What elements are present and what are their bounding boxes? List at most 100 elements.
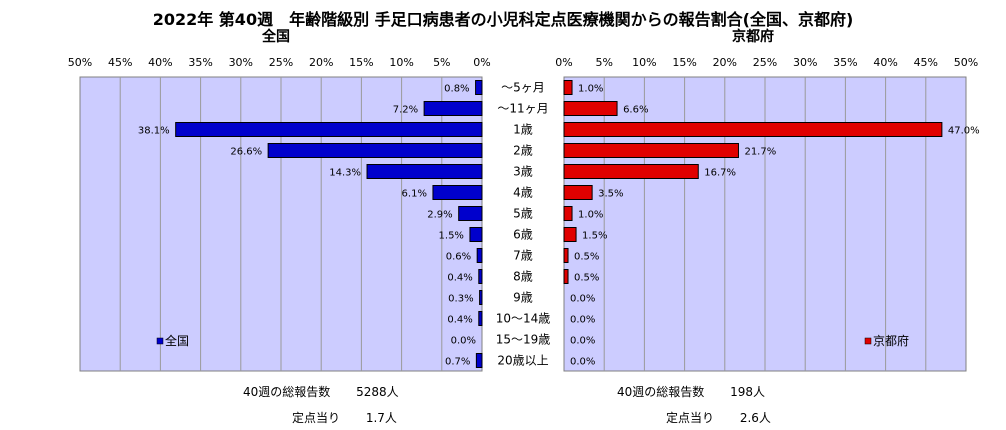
right-bar [563, 80, 573, 95]
left-data-label: 26.6% [230, 147, 262, 158]
left-data-label: 0.4% [447, 315, 472, 326]
left-bar [366, 164, 483, 179]
left-data-label: 0.4% [447, 273, 472, 284]
left-total-value: 5288人 [356, 385, 399, 399]
right-bar [563, 185, 593, 200]
category-label: 8歳 [513, 270, 533, 284]
left-tick-label: 5% [433, 56, 450, 69]
right-data-label: 16.7% [704, 168, 736, 179]
right-per-label: 定点当り [666, 411, 715, 425]
left-data-label: 0.3% [448, 294, 473, 305]
right-data-label: 1.0% [578, 84, 603, 95]
right-tick-label: 25% [753, 56, 777, 69]
right-data-label: 1.0% [578, 210, 603, 221]
right-total-label: 40週の総報告数 [617, 385, 705, 399]
left-bar [175, 122, 483, 137]
right-bar [563, 164, 699, 179]
right-bar [563, 227, 577, 242]
left-tick-label: 50% [68, 56, 92, 69]
right-per-value: 2.6人 [739, 411, 771, 425]
category-label: 20歳以上 [497, 354, 548, 368]
left-per-label: 定点当り [292, 411, 341, 425]
right-bar [563, 248, 569, 263]
left-tick-label: 20% [309, 56, 333, 69]
category-label: 7歳 [513, 249, 533, 263]
category-label: 10～14歳 [496, 312, 551, 326]
right-data-label: 47.0% [948, 126, 980, 137]
chart-title: 2022年 第40週 年齢階級別 手足口病患者の小児科定点医療機関からの報告割合… [152, 10, 854, 29]
right-data-label: 0.5% [574, 252, 599, 263]
right-tick-label: 20% [713, 56, 737, 69]
left-total-label: 40週の総報告数 [243, 385, 331, 399]
right-data-label: 0.0% [570, 336, 595, 347]
category-label: 9歳 [513, 291, 533, 305]
right-bar [563, 269, 569, 284]
right-legend-swatch [864, 337, 872, 345]
left-bar [475, 80, 483, 95]
left-legend-label: 全国 [165, 333, 189, 348]
right-bar [563, 101, 618, 116]
right-total-value: 198人 [730, 385, 766, 399]
right-bar [563, 206, 573, 221]
right-bar [563, 122, 943, 137]
category-label: ～11ヶ月 [497, 102, 548, 116]
right-tick-label: 35% [833, 56, 857, 69]
left-bar [469, 227, 483, 242]
left-panel-title: 全国 [262, 29, 290, 45]
category-label: 4歳 [513, 186, 533, 200]
left-data-label: 7.2% [393, 105, 418, 116]
right-data-label: 21.7% [744, 147, 776, 158]
right-panel-title: 京都府 [732, 29, 774, 45]
right-data-label: 0.0% [570, 294, 595, 305]
left-tick-label: 25% [269, 56, 293, 69]
left-tick-label: 30% [229, 56, 253, 69]
left-data-label: 0.8% [444, 84, 469, 95]
right-tick-label: 50% [954, 56, 978, 69]
right-tick-label: 40% [873, 56, 897, 69]
left-bar [478, 269, 483, 284]
left-per-value: 1.7人 [365, 411, 397, 425]
left-data-label: 0.7% [445, 357, 470, 368]
right-tick-label: 45% [914, 56, 938, 69]
left-data-label: 6.1% [402, 189, 427, 200]
category-label: 15～19歳 [496, 333, 551, 347]
left-bar [458, 206, 483, 221]
left-per-row: 定点当り 1.7人 [292, 409, 397, 426]
right-tick-label: 15% [672, 56, 696, 69]
left-tick-label: 45% [108, 56, 132, 69]
left-bar [475, 353, 483, 368]
left-tick-label: 10% [389, 56, 413, 69]
right-total-row: 40週の総報告数 198人 [617, 383, 765, 400]
right-per-row: 定点当り 2.6人 [666, 409, 771, 426]
left-data-label: 1.5% [439, 231, 464, 242]
category-label: ～5ヶ月 [501, 81, 545, 95]
left-data-label: 14.3% [329, 168, 361, 179]
right-tick-label: 0% [555, 56, 572, 69]
left-data-label: 2.9% [427, 210, 452, 221]
left-data-label: 38.1% [138, 126, 170, 137]
left-total-row: 40週の総報告数 5288人 [243, 383, 399, 400]
category-label: 2歳 [513, 144, 533, 158]
left-bar [479, 290, 483, 305]
category-label: 5歳 [513, 207, 533, 221]
left-bar [478, 311, 483, 326]
left-legend-swatch [156, 337, 164, 345]
right-data-label: 3.5% [598, 189, 623, 200]
category-label: 1歳 [513, 123, 533, 137]
right-tick-label: 10% [632, 56, 656, 69]
right-data-label: 0.0% [570, 315, 595, 326]
left-bar [267, 143, 483, 158]
left-bar [423, 101, 483, 116]
right-tick-label: 30% [793, 56, 817, 69]
left-bar [432, 185, 483, 200]
right-data-label: 0.5% [574, 273, 599, 284]
left-tick-label: 40% [148, 56, 172, 69]
right-tick-label: 5% [595, 56, 612, 69]
left-data-label: 0.6% [446, 252, 471, 263]
left-tick-label: 0% [473, 56, 490, 69]
category-label: 6歳 [513, 228, 533, 242]
right-legend-label: 京都府 [873, 333, 909, 348]
right-data-label: 1.5% [582, 231, 607, 242]
left-tick-label: 35% [188, 56, 212, 69]
